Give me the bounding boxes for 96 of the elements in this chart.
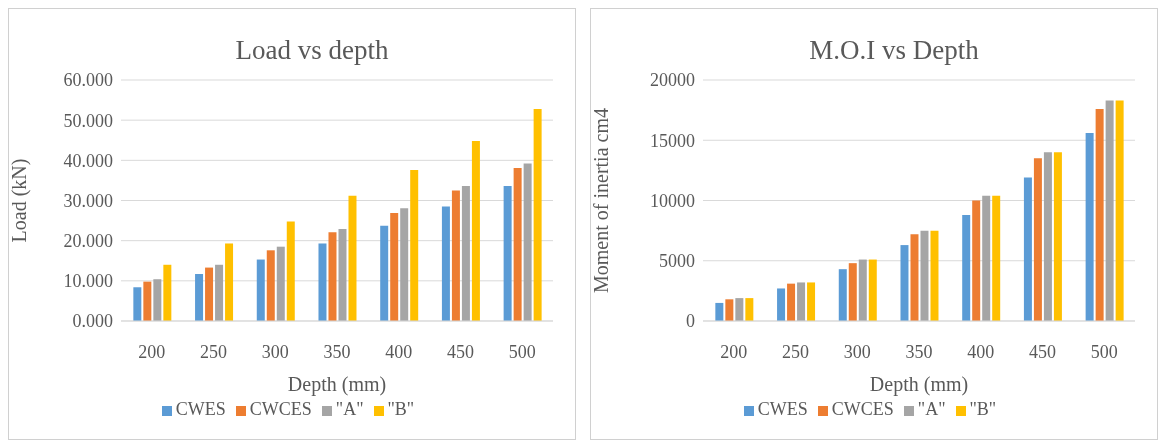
bar: [920, 230, 929, 321]
y-tick-label: 15000: [650, 130, 695, 151]
bar: [471, 141, 480, 321]
legend-label: "B": [969, 399, 997, 419]
bar: [1033, 158, 1042, 321]
bar: [461, 186, 470, 321]
y-tick-label: 60.000: [63, 70, 113, 91]
legend-label: "B": [387, 399, 415, 419]
bar: [338, 229, 347, 321]
bar: [848, 263, 857, 321]
bar: [838, 269, 847, 321]
bar: [982, 195, 991, 321]
y-tick-label: 5000: [659, 251, 695, 272]
x-tick-label: 400: [967, 341, 995, 362]
bar: [348, 195, 357, 321]
x-tick-label: 250: [200, 341, 228, 362]
y-tick-label: 20.000: [63, 231, 113, 252]
x-tick-label: 300: [843, 341, 871, 362]
x-tick-label: 250: [782, 341, 810, 362]
bar: [533, 108, 542, 321]
bar: [715, 302, 724, 321]
y-tick-label: 30.000: [63, 190, 113, 211]
bar: [503, 186, 512, 321]
y-tick-label: 10000: [650, 190, 695, 211]
y-tick-label: 20000: [650, 70, 695, 91]
legend-label: CWCES: [831, 399, 894, 419]
bar: [1115, 100, 1124, 321]
bar: [858, 259, 867, 321]
bar: [807, 282, 816, 321]
y-tick-label: 0: [686, 311, 695, 332]
bar: [900, 245, 909, 321]
bar: [163, 264, 172, 321]
x-tick-label: 200: [138, 341, 166, 362]
bar: [133, 287, 142, 321]
x-tick-label: 500: [1090, 341, 1118, 362]
bar: [992, 195, 1001, 321]
bar: [410, 169, 419, 321]
bar: [276, 246, 285, 321]
legend-label: "A": [917, 399, 946, 419]
y-tick-label: 0.000: [72, 311, 113, 332]
y-axis-title: Moment of inertia cm4: [590, 108, 613, 293]
chart-title: M.O.I vs Depth: [808, 35, 980, 66]
bar: [725, 299, 734, 321]
bar: [215, 264, 224, 321]
bar: [745, 298, 754, 321]
x-tick-label: 450: [446, 341, 474, 362]
bar: [225, 243, 234, 321]
bar: [1105, 100, 1114, 321]
bar: [1043, 152, 1052, 321]
legend-label: CWES: [757, 399, 808, 419]
bar: [962, 214, 971, 321]
y-tick-label: 50.000: [63, 110, 113, 131]
x-axis-title: Depth (mm): [869, 373, 969, 396]
bar: [1023, 177, 1032, 321]
legend-label: "A": [335, 399, 364, 419]
chart-title: Load vs depth: [234, 35, 390, 66]
bar: [910, 234, 919, 321]
bar: [868, 259, 877, 321]
x-tick-label: 350: [323, 341, 351, 362]
x-axis-title: Depth (mm): [287, 373, 387, 396]
bar: [1095, 108, 1104, 321]
bar: [777, 288, 786, 321]
bar: [328, 232, 337, 321]
legend-label: CWES: [175, 399, 226, 419]
y-tick-label: 40.000: [63, 150, 113, 171]
bar: [266, 250, 275, 321]
bar: [205, 267, 214, 321]
bar: [972, 200, 981, 321]
bar: [256, 259, 265, 321]
bar: [195, 274, 204, 321]
bar: [153, 279, 162, 321]
bar: [735, 298, 744, 321]
y-axis-title: Load (kN): [8, 158, 32, 243]
bar: [390, 212, 399, 321]
bar: [318, 243, 327, 321]
bar: [380, 225, 389, 321]
bar: [523, 163, 532, 321]
x-tick-label: 350: [905, 341, 933, 362]
y-tick-label: 10.000: [63, 271, 113, 292]
bar: [930, 230, 939, 321]
bar: [1053, 152, 1062, 321]
bar: [513, 167, 522, 321]
bar: [143, 281, 152, 321]
x-tick-label: 300: [261, 341, 289, 362]
bar: [400, 208, 409, 321]
bar: [451, 190, 460, 321]
bar: [797, 282, 806, 321]
bar: [1085, 133, 1094, 321]
x-tick-label: 500: [508, 341, 536, 362]
x-tick-label: 200: [720, 341, 748, 362]
bar: [787, 283, 796, 321]
x-tick-label: 400: [385, 341, 413, 362]
legend-label: CWCES: [249, 399, 312, 419]
x-tick-label: 450: [1028, 341, 1056, 362]
bar: [441, 206, 450, 321]
bar: [286, 221, 295, 321]
